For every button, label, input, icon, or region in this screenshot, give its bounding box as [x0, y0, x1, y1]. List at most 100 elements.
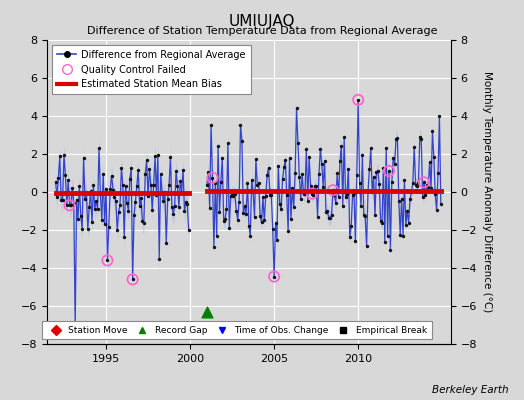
Point — [395, 198, 403, 204]
Point — [315, 171, 323, 177]
Point — [407, 188, 416, 195]
Point — [290, 203, 298, 210]
Point — [271, 220, 280, 226]
Point — [340, 134, 348, 140]
Point — [385, 168, 393, 174]
Point — [358, 152, 367, 159]
Point — [101, 221, 109, 227]
Point — [86, 188, 95, 194]
Point — [368, 189, 376, 195]
Point — [379, 165, 388, 172]
Point — [276, 200, 284, 207]
Point — [432, 207, 441, 214]
Point — [259, 194, 267, 200]
Point — [226, 193, 235, 200]
Point — [217, 179, 225, 186]
Point — [165, 182, 173, 188]
Point — [417, 136, 425, 142]
Point — [141, 171, 149, 177]
Point — [127, 165, 135, 172]
Point — [152, 192, 161, 198]
Point — [347, 223, 355, 230]
Point — [57, 196, 66, 203]
Point — [263, 172, 271, 178]
Point — [203, 182, 211, 188]
Point — [376, 218, 385, 224]
Point — [409, 180, 417, 186]
Point — [246, 232, 255, 239]
Point — [114, 208, 123, 215]
Point — [99, 170, 107, 177]
Point — [228, 190, 236, 196]
Point — [109, 186, 117, 193]
Point — [274, 162, 282, 169]
Point — [257, 219, 266, 226]
Point — [268, 226, 277, 232]
Point — [390, 160, 399, 167]
Point — [169, 211, 178, 217]
Legend: Station Move, Record Gap, Time of Obs. Change, Empirical Break: Station Move, Record Gap, Time of Obs. C… — [42, 322, 432, 340]
Point — [386, 246, 395, 253]
Point — [157, 170, 165, 177]
Point — [361, 213, 369, 220]
Point — [427, 184, 435, 191]
Point — [256, 213, 264, 219]
Point — [218, 155, 226, 161]
Point — [213, 233, 221, 239]
Point — [318, 161, 326, 167]
Point — [305, 154, 313, 160]
Point — [208, 174, 216, 181]
Point — [297, 196, 305, 202]
Point — [345, 234, 354, 240]
Point — [66, 202, 74, 208]
Point — [118, 182, 127, 189]
Point — [389, 155, 397, 161]
Point — [367, 145, 375, 151]
Point — [353, 172, 361, 178]
Point — [284, 228, 292, 234]
Point — [117, 164, 126, 171]
Point — [341, 194, 350, 200]
Point — [205, 204, 214, 211]
Point — [220, 218, 228, 224]
Point — [71, 324, 79, 330]
Point — [224, 140, 232, 146]
Point — [434, 170, 442, 176]
Point — [158, 188, 166, 195]
Point — [385, 168, 393, 174]
Point — [282, 192, 291, 198]
Point — [135, 202, 144, 209]
Point — [96, 191, 105, 198]
Point — [151, 153, 159, 159]
Point — [337, 142, 345, 149]
Point — [291, 170, 299, 177]
Point — [302, 146, 311, 152]
Point — [369, 174, 378, 180]
Point — [148, 207, 157, 213]
Point — [359, 212, 368, 218]
Point — [62, 202, 71, 209]
Point — [308, 190, 316, 197]
Point — [60, 152, 68, 158]
Point — [420, 179, 428, 186]
Point — [72, 196, 81, 203]
Point — [232, 208, 241, 214]
Point — [332, 200, 340, 206]
Point — [170, 203, 179, 210]
Point — [242, 210, 250, 217]
Point — [225, 224, 234, 231]
Point — [122, 183, 130, 189]
Point — [323, 208, 332, 214]
Point — [351, 238, 359, 244]
Point — [154, 152, 162, 158]
Point — [410, 144, 418, 150]
Point — [68, 185, 77, 191]
Point — [163, 196, 172, 202]
Point — [380, 239, 389, 245]
Point — [95, 145, 103, 151]
Point — [238, 138, 246, 144]
Point — [329, 187, 337, 193]
Point — [425, 158, 434, 165]
Point — [210, 244, 218, 250]
Point — [299, 191, 308, 197]
